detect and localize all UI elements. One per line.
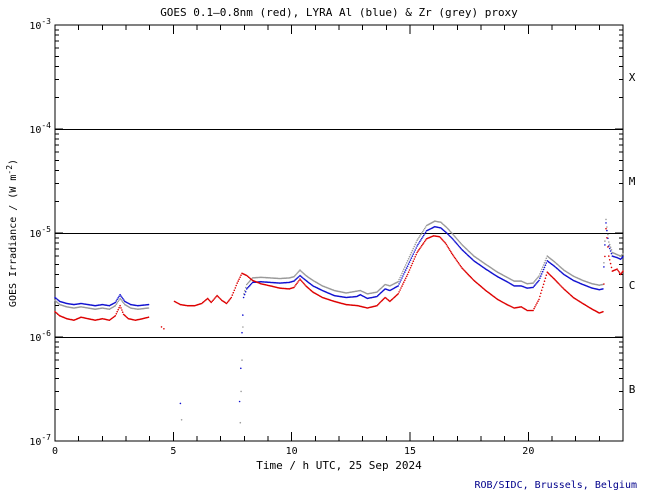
svg-text:B: B bbox=[629, 383, 636, 396]
svg-text:0: 0 bbox=[52, 446, 58, 457]
svg-text:5: 5 bbox=[170, 446, 176, 457]
svg-text:C: C bbox=[629, 279, 636, 292]
series-goes-0-1-0-8nm bbox=[54, 227, 624, 330]
y-axis-label: GOES Irradiance / (W m-2) bbox=[5, 159, 19, 307]
svg-text:10-5: 10-5 bbox=[29, 225, 51, 240]
flare-class-boundary-lines bbox=[55, 129, 623, 338]
svg-text:10-4: 10-4 bbox=[29, 121, 51, 136]
credit-text: ROB/SIDC, Brussels, Belgium bbox=[474, 480, 637, 491]
svg-text:20: 20 bbox=[522, 446, 534, 457]
svg-text:M: M bbox=[629, 175, 636, 188]
svg-text:10-7: 10-7 bbox=[29, 433, 51, 448]
svg-text:10-6: 10-6 bbox=[29, 329, 51, 344]
svg-text:10-3: 10-3 bbox=[29, 17, 51, 32]
y-axis-tick-labels: 10-3 10-4 10-5 10-6 10-7 bbox=[29, 17, 51, 448]
chart-title: GOES 0.1–0.8nm (red), LYRA Al (blue) & Z… bbox=[160, 6, 518, 19]
svg-text:X: X bbox=[629, 71, 636, 84]
svg-text:15: 15 bbox=[404, 446, 416, 457]
flare-class-letters: X M C B bbox=[629, 71, 636, 396]
series-zr-grey-proxy bbox=[54, 218, 624, 424]
series-lyra-al-proxy bbox=[54, 222, 624, 405]
svg-text:10: 10 bbox=[286, 446, 298, 457]
x-axis-tick-labels: 0 5 10 15 20 bbox=[52, 446, 534, 457]
x-axis-label: Time / h UTC, 25 Sep 2024 bbox=[256, 459, 422, 472]
